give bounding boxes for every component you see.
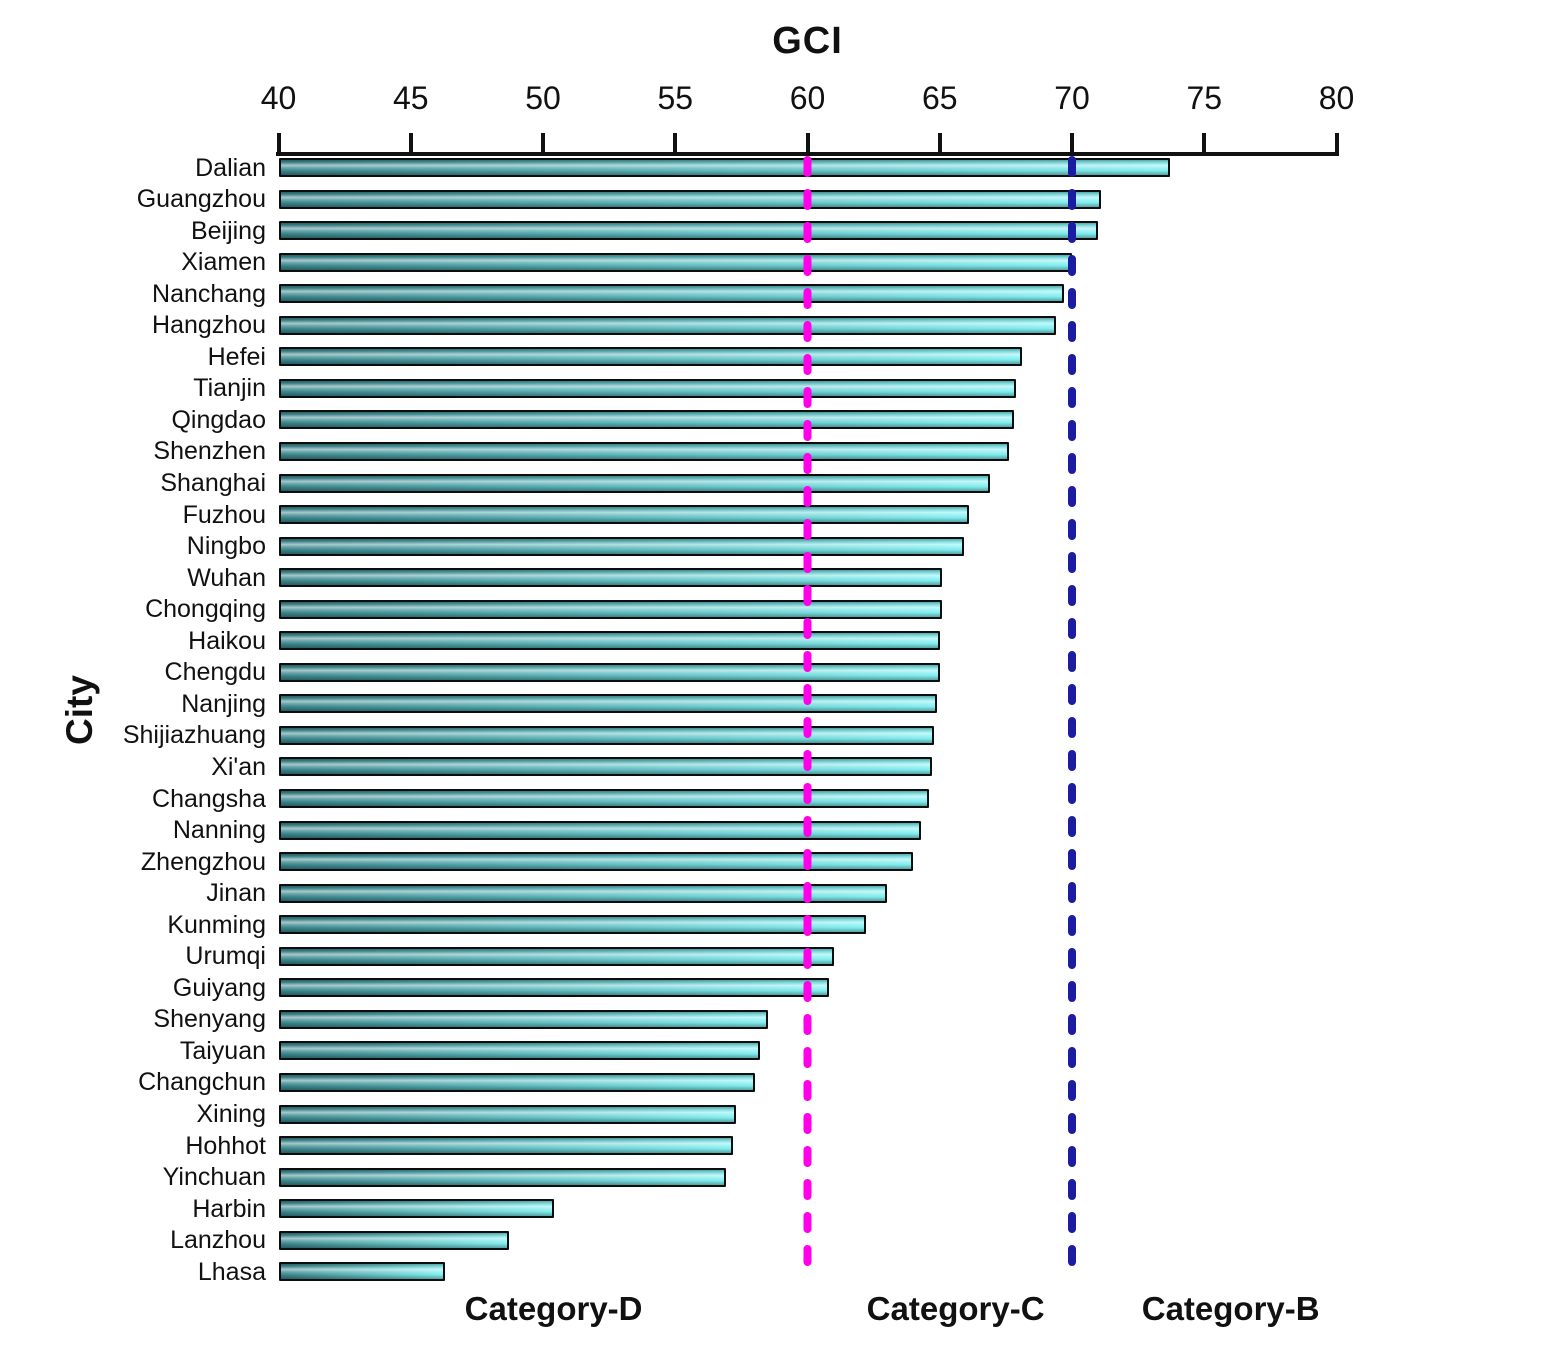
bar: [278, 284, 1065, 304]
city-label: Changsha: [152, 784, 266, 813]
city-label: Haikou: [188, 626, 266, 655]
x-axis-tick: [1202, 133, 1207, 153]
category-label: Category-B: [1141, 1290, 1320, 1327]
bar: [278, 158, 1170, 177]
city-label: Xiamen: [181, 248, 266, 277]
x-axis-tick-label: 75: [1186, 80, 1223, 116]
city-label: Yinchuan: [162, 1163, 266, 1192]
city-label: Kunming: [167, 910, 266, 939]
bar: [278, 1104, 737, 1124]
bar: [278, 1230, 509, 1250]
x-axis-tick: [408, 133, 413, 153]
city-label: Hohhot: [185, 1131, 266, 1160]
city-label: Dalian: [195, 153, 266, 182]
bar: [278, 631, 940, 651]
x-axis-tick: [1334, 133, 1339, 153]
city-label: Jinan: [206, 879, 266, 908]
x-axis-tick-label: 60: [789, 80, 826, 116]
city-label: Lhasa: [197, 1257, 266, 1286]
x-axis-tick: [1070, 133, 1074, 153]
x-axis-tick: [937, 133, 942, 153]
bar: [278, 568, 943, 588]
city-label: Nanchang: [152, 279, 266, 308]
bar: [278, 1136, 734, 1156]
x-axis-tick-label: 80: [1318, 80, 1355, 116]
bar: [278, 1199, 554, 1219]
bar: [278, 1167, 726, 1187]
x-axis-tick: [805, 133, 810, 153]
city-label: Fuzhou: [182, 500, 266, 529]
bar: [278, 347, 1022, 367]
city-label: Chongqing: [145, 595, 266, 624]
bar: [278, 725, 935, 745]
bar: [278, 883, 887, 903]
city-label: Urumqi: [185, 942, 266, 971]
bar: [278, 946, 834, 966]
bar: [278, 189, 1102, 209]
bar: [278, 789, 930, 808]
bar: [278, 915, 866, 935]
city-label: Zhengzhou: [140, 847, 266, 876]
bar: [278, 1009, 768, 1029]
bar: [278, 252, 1072, 272]
city-label: Shenyang: [153, 1005, 266, 1034]
category-label: Category-D: [464, 1290, 643, 1327]
bar: [278, 1072, 755, 1092]
bar: [278, 820, 922, 840]
x-axis-tick-label: 70: [1054, 80, 1090, 116]
x-axis-tick-label: 65: [921, 80, 958, 116]
city-label: Hangzhou: [152, 311, 266, 340]
bar: [278, 757, 932, 777]
city-label: Nanjing: [181, 689, 266, 718]
city-label: Lanzhou: [170, 1226, 266, 1255]
x-axis-tick-label: 45: [392, 80, 429, 116]
city-label: Shenzhen: [153, 437, 266, 466]
bar: [278, 1041, 760, 1061]
x-axis-tick: [673, 133, 678, 153]
bar: [278, 378, 1017, 398]
bar: [278, 505, 969, 525]
city-label: Wuhan: [187, 563, 266, 592]
x-axis-tick: [276, 133, 281, 153]
city-label: Chengdu: [164, 658, 266, 687]
x-axis-tick: [541, 133, 545, 153]
city-label: Nanning: [172, 816, 266, 845]
city-label: Qingdao: [171, 405, 266, 434]
bar: [278, 978, 829, 998]
city-label: Beijing: [190, 216, 266, 245]
x-axis-line: [276, 152, 1339, 156]
city-label: Xi'an: [211, 752, 266, 781]
bar: [278, 536, 964, 556]
x-axis-tick-label: 40: [260, 80, 297, 116]
bar: [278, 315, 1057, 335]
chart-title: GCI: [772, 20, 843, 62]
bar: [278, 473, 990, 493]
city-label: Guiyang: [172, 973, 266, 1002]
x-axis-tick-label: 55: [657, 80, 694, 116]
bar: [278, 694, 938, 714]
city-label: Shanghai: [160, 469, 266, 497]
city-label: Hefei: [207, 342, 266, 371]
city-label: Guangzhou: [136, 185, 266, 214]
city-label: Changchun: [138, 1068, 266, 1097]
x-axis-tick-label: 50: [525, 80, 561, 116]
city-label: Xining: [196, 1100, 267, 1128]
city-label: Harbin: [192, 1194, 266, 1223]
city-label: Shijiazhuang: [122, 721, 266, 750]
city-label: Ningbo: [186, 532, 266, 561]
bar: [278, 852, 914, 872]
bar: [278, 221, 1099, 241]
bar: [278, 410, 1014, 430]
city-label: Taiyuan: [179, 1036, 266, 1065]
city-label: Tianjin: [193, 374, 266, 403]
bar: [278, 441, 1009, 461]
bar: [278, 599, 943, 619]
category-label: Category-C: [866, 1290, 1045, 1327]
bar: [278, 662, 940, 682]
bar: [278, 1262, 446, 1282]
